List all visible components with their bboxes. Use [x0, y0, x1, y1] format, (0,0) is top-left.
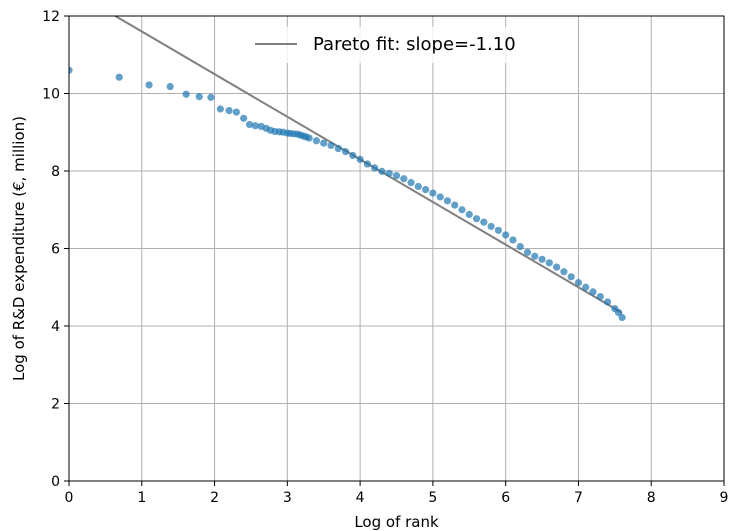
y-axis-label: Log of R&D expenditure (€, million) — [10, 116, 28, 381]
x-tick-label: 5 — [428, 490, 437, 506]
legend-box — [246, 27, 552, 63]
data-point — [480, 218, 488, 226]
data-point — [320, 139, 328, 147]
data-point — [451, 201, 459, 209]
data-point — [465, 210, 473, 218]
x-tick-label: 4 — [356, 490, 365, 506]
data-point — [560, 268, 568, 276]
y-tick-label: 2 — [51, 397, 60, 413]
data-point — [502, 231, 510, 239]
data-point — [422, 186, 430, 194]
data-point — [429, 189, 437, 197]
data-point — [614, 308, 623, 317]
x-tick-label: 7 — [574, 490, 583, 506]
data-point — [458, 206, 466, 214]
data-point — [356, 155, 364, 163]
data-point — [589, 288, 597, 296]
x-tick-label: 8 — [647, 490, 656, 506]
data-point — [582, 283, 590, 291]
data-point — [487, 222, 495, 231]
data-point — [516, 242, 524, 251]
data-point — [407, 179, 415, 187]
data-point — [232, 108, 240, 116]
x-axis-label: Log of rank — [354, 513, 439, 531]
x-tick-label: 1 — [137, 490, 146, 506]
data-point — [618, 313, 626, 322]
y-tick-label: 6 — [51, 242, 60, 258]
y-tick-label: 0 — [51, 474, 60, 490]
data-point — [385, 169, 393, 177]
data-point — [436, 193, 444, 201]
data-point — [166, 82, 174, 91]
data-point — [69, 66, 73, 74]
legend-label: Pareto fit: slope=-1.10 — [313, 34, 516, 55]
data-point — [472, 215, 481, 223]
x-tick-label: 9 — [720, 490, 729, 506]
data-point — [531, 252, 539, 260]
data-point — [327, 141, 335, 150]
data-point — [523, 248, 532, 256]
data-point — [545, 259, 553, 267]
data-points — [69, 66, 626, 322]
data-point — [443, 197, 452, 205]
data-point — [509, 236, 517, 244]
data-point — [349, 151, 357, 160]
data-point — [378, 167, 386, 175]
data-point — [334, 144, 342, 153]
data-point — [538, 255, 546, 263]
data-point — [392, 172, 401, 180]
data-point — [225, 106, 233, 115]
data-point — [182, 90, 190, 98]
y-tick-label: 10 — [42, 87, 60, 103]
x-tick-label: 3 — [283, 490, 292, 506]
data-point — [251, 122, 259, 130]
data-point — [574, 279, 583, 287]
data-point — [145, 81, 153, 89]
y-tick-label: 12 — [42, 9, 60, 25]
x-tick-label: 6 — [501, 490, 510, 506]
data-point — [603, 298, 612, 306]
x-tick-label: 2 — [210, 490, 219, 506]
data-point — [245, 120, 254, 129]
y-tick-label: 4 — [51, 319, 60, 335]
legend: Pareto fit: slope=-1.10 — [246, 27, 552, 63]
x-axis-ticks: 0 1 2 3 4 5 6 7 8 9 — [65, 481, 729, 506]
data-point — [371, 164, 379, 172]
data-point — [341, 148, 350, 156]
data-point — [414, 182, 422, 191]
data-point — [216, 105, 224, 113]
data-point — [305, 134, 313, 142]
data-point — [312, 137, 321, 145]
data-point — [553, 263, 561, 271]
data-point — [567, 273, 575, 281]
data-point — [195, 93, 203, 101]
data-point — [494, 226, 502, 234]
x-tick-label: 0 — [65, 490, 74, 506]
y-axis-ticks: 0 2 4 6 8 10 12 — [42, 9, 69, 490]
data-point — [240, 114, 248, 122]
data-point — [596, 292, 604, 301]
data-point — [400, 175, 408, 183]
data-point — [115, 73, 123, 81]
data-point — [207, 93, 215, 101]
data-point — [363, 160, 371, 168]
y-tick-label: 8 — [51, 164, 60, 180]
